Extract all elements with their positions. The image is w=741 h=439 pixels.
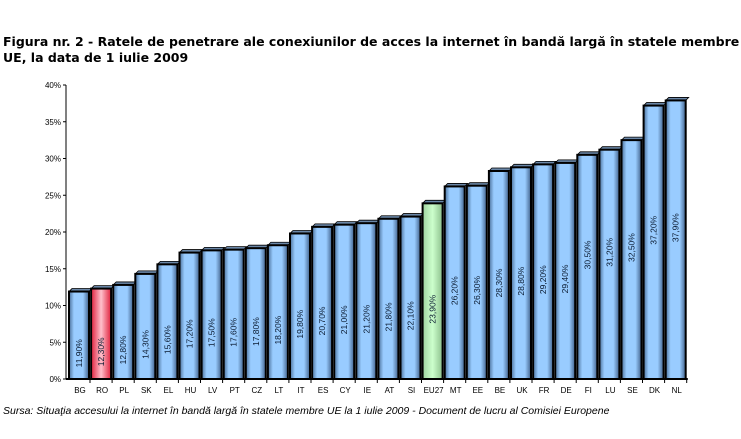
- x-tick-label: HU: [185, 386, 197, 395]
- y-tick-label: 20%: [45, 228, 61, 237]
- data-label: 18,20%: [273, 315, 283, 344]
- data-label: 20,70%: [317, 306, 327, 335]
- data-label: 21,20%: [361, 304, 371, 333]
- data-label: 30,50%: [582, 240, 592, 269]
- data-label: 26,30%: [472, 275, 482, 304]
- data-label: 28,80%: [516, 266, 526, 295]
- x-tick-label: NL: [672, 386, 683, 395]
- data-label: 26,20%: [450, 276, 460, 305]
- x-tick-label: LV: [208, 386, 218, 395]
- x-tick-label: FI: [585, 386, 592, 395]
- data-label: 12,30%: [96, 337, 106, 366]
- y-tick-label: 35%: [45, 118, 61, 127]
- x-tick-label: EL: [164, 386, 174, 395]
- x-tick-label: UK: [516, 386, 528, 395]
- chart-source: Sursa: Situaţia accesului la internet în…: [3, 405, 610, 417]
- bar-PT: [222, 248, 245, 380]
- x-tick-label: MT: [450, 386, 462, 395]
- x-tick-label: IE: [364, 386, 372, 395]
- bar-LT: [266, 244, 289, 380]
- data-label: 17,60%: [229, 317, 239, 346]
- x-tick-label: FR: [539, 386, 550, 395]
- bar-SK: [134, 272, 157, 380]
- y-tick-label: 30%: [45, 155, 61, 164]
- bar-LV: [200, 249, 223, 380]
- data-label: 17,80%: [251, 317, 261, 346]
- y-tick-label: 40%: [45, 81, 61, 90]
- x-tick-label: SE: [627, 386, 638, 395]
- x-tick-label: BG: [74, 386, 86, 395]
- x-tick-label: DE: [561, 386, 572, 395]
- data-label: 17,20%: [185, 319, 195, 348]
- x-tick-label: AT: [385, 386, 395, 395]
- x-tick-label: EE: [472, 386, 483, 395]
- x-tick-label: PT: [230, 386, 240, 395]
- data-label: 28,30%: [494, 268, 504, 297]
- data-label: 29,20%: [538, 265, 548, 294]
- x-tick-label: LT: [275, 386, 284, 395]
- data-label: 21,80%: [383, 302, 393, 331]
- x-tick-label: BE: [495, 386, 506, 395]
- y-tick-label: 0%: [49, 375, 61, 384]
- data-label: 11,90%: [74, 339, 84, 368]
- bar-EU27: [421, 202, 444, 380]
- data-label: 31,20%: [604, 237, 614, 266]
- y-tick-label: 25%: [45, 191, 61, 200]
- bar-IT: [289, 232, 311, 380]
- y-tick-label: 15%: [45, 265, 61, 274]
- data-label: 21,00%: [339, 305, 349, 334]
- bar-AT: [377, 217, 400, 380]
- data-label: 37,20%: [649, 215, 659, 244]
- x-tick-label: RO: [96, 386, 108, 395]
- x-tick-label: SK: [141, 386, 152, 395]
- data-label: 15,60%: [162, 325, 172, 354]
- data-label: 32,50%: [627, 233, 637, 262]
- data-label: 37,90%: [671, 213, 681, 242]
- x-tick-label: LU: [605, 386, 615, 395]
- x-tick-label: SI: [408, 386, 416, 395]
- bar-CZ: [244, 247, 267, 380]
- x-tick-label: EU27: [424, 386, 445, 395]
- x-tick-label: DK: [649, 386, 661, 395]
- data-label: 17,50%: [207, 318, 217, 347]
- bar-SI: [399, 215, 422, 380]
- x-tick-label: CY: [340, 386, 352, 395]
- x-tick-label: ES: [318, 386, 329, 395]
- bar-EL: [156, 263, 179, 380]
- data-label: 29,40%: [560, 264, 570, 293]
- x-tick-label: IT: [297, 386, 304, 395]
- bar-IE: [355, 222, 378, 380]
- data-label: 23,90%: [428, 294, 438, 323]
- bar-ES: [311, 225, 334, 380]
- x-tick-label: CZ: [251, 386, 262, 395]
- bar-CY: [333, 223, 356, 380]
- data-label: 14,30%: [140, 330, 150, 359]
- x-tick-label: PL: [119, 386, 129, 395]
- chart-title: Figura nr. 2 - Ratele de penetrare ale c…: [3, 34, 740, 65]
- y-tick-label: 10%: [45, 302, 61, 311]
- y-tick-label: 5%: [49, 338, 61, 347]
- bar-HU: [178, 251, 201, 380]
- data-label: 22,10%: [406, 301, 416, 330]
- data-label: 19,80%: [295, 309, 305, 338]
- data-label: 12,80%: [118, 335, 128, 364]
